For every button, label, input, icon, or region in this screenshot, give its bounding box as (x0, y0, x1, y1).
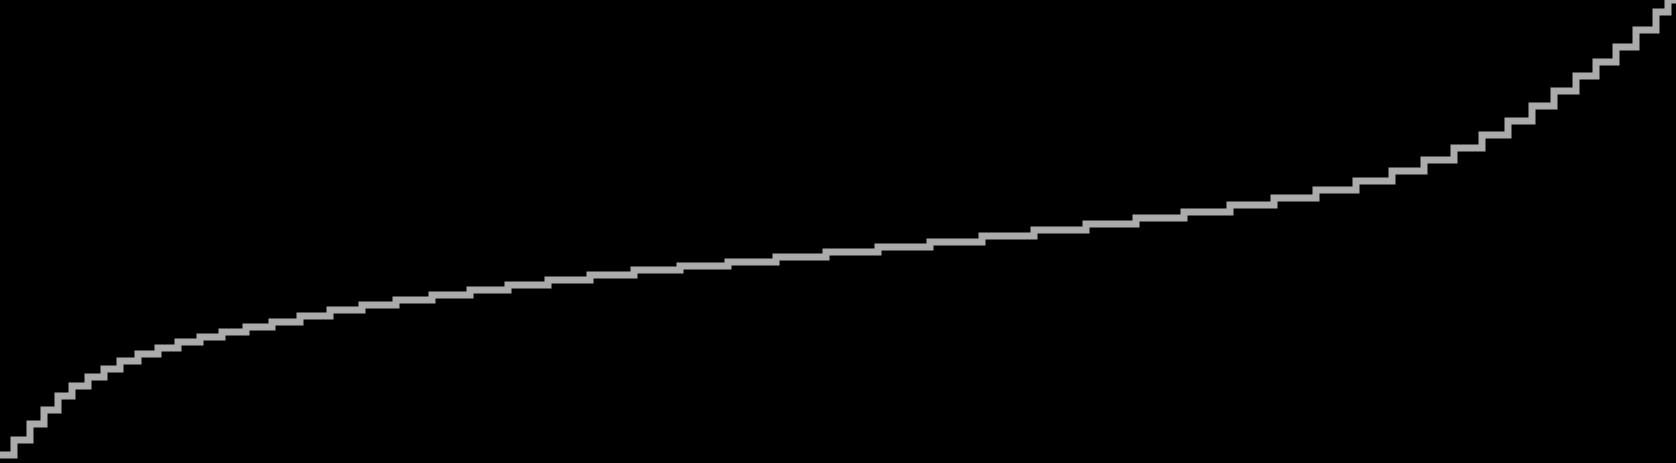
plot-canvas (0, 0, 1676, 463)
sorted-values-step-curve (0, 0, 1676, 459)
chart-svg (0, 0, 1676, 463)
chart-background (0, 0, 1676, 463)
series-group (0, 0, 1676, 459)
